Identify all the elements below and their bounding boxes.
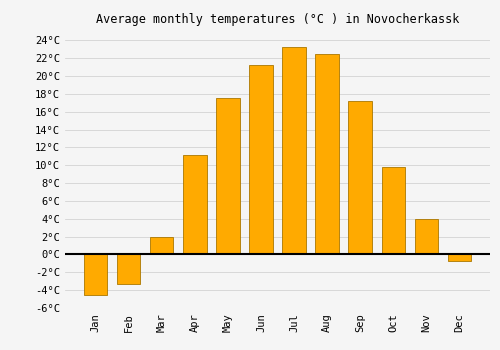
Bar bbox=[348, 101, 372, 254]
Bar bbox=[118, 254, 141, 284]
Bar bbox=[414, 219, 438, 254]
Bar bbox=[84, 254, 108, 295]
Bar bbox=[316, 54, 338, 254]
Bar bbox=[184, 155, 206, 254]
Title: Average monthly temperatures (°C ) in Novocherkassk: Average monthly temperatures (°C ) in No… bbox=[96, 13, 459, 26]
Bar bbox=[216, 98, 240, 254]
Bar bbox=[282, 47, 306, 254]
Bar bbox=[382, 167, 404, 254]
Bar bbox=[448, 254, 470, 261]
Bar bbox=[250, 65, 272, 254]
Bar bbox=[150, 237, 174, 254]
